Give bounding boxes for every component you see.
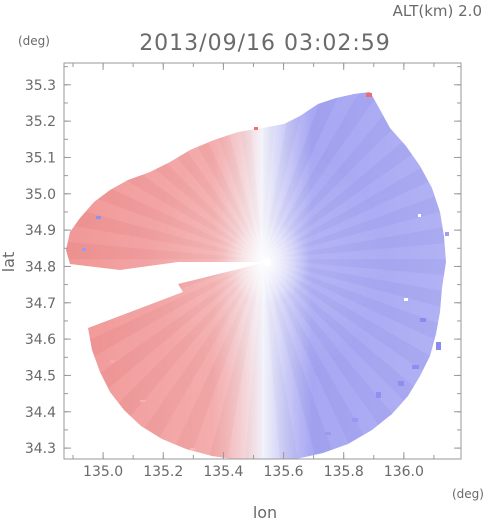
echo-patch — [376, 392, 381, 398]
axis-ticks: 135.0 135.2 135.4 135.6 135.8 136.0 34.3 34.4 34… — [25, 63, 461, 480]
y-tick-label: 34.7 — [25, 296, 56, 312]
x-tick-label: 135.2 — [143, 464, 183, 480]
echo-patch — [96, 216, 101, 219]
y-tick-label: 34.8 — [25, 259, 56, 275]
echo-patch — [110, 360, 115, 363]
y-tick-label: 34.6 — [25, 332, 56, 348]
echo-patch — [82, 248, 86, 251]
plot-frame — [63, 62, 462, 460]
echo-patch — [412, 365, 419, 369]
radar-site-marker — [263, 258, 271, 266]
echo-patch — [398, 381, 404, 386]
echo-patch — [420, 318, 426, 322]
echo-patch — [125, 232, 129, 235]
x-tick-label: 135.8 — [324, 464, 364, 480]
echo-patch — [418, 214, 421, 217]
x-unit-label: (deg) — [452, 487, 484, 501]
echo-patch — [254, 127, 258, 130]
echo-patch — [445, 232, 449, 236]
echo-speckles — [82, 93, 449, 450]
echo-patch — [352, 418, 358, 422]
y-unit-label: (deg) — [18, 34, 50, 48]
y-tick-label: 35.1 — [25, 150, 56, 166]
y-tick-label: 35.3 — [25, 78, 56, 94]
x-axis-title: lon — [253, 503, 277, 521]
x-tick-label: 135.4 — [203, 464, 243, 480]
echo-patch — [190, 448, 195, 450]
y-tick-label: 34.5 — [25, 368, 56, 384]
echo-patch — [404, 298, 408, 301]
y-axis-title: lat — [0, 252, 18, 273]
x-tick-label: 136.0 — [384, 464, 424, 480]
echo-patch — [436, 342, 441, 350]
y-tick-label: 35.0 — [25, 187, 56, 203]
altitude-label: ALT(km) 2.0 — [393, 2, 482, 20]
y-tick-label: 35.2 — [25, 114, 56, 130]
echo-patch — [366, 93, 372, 97]
radar-field — [66, 92, 449, 459]
y-tick-label: 34.3 — [25, 441, 56, 457]
x-tick-label: 135.0 — [83, 464, 123, 480]
chart-title: 2013/09/16 03:02:59 — [139, 31, 391, 56]
echo-patch — [140, 400, 146, 402]
x-tick-label: 135.6 — [264, 464, 304, 480]
y-tick-label: 34.4 — [25, 405, 56, 421]
y-tick-label: 34.9 — [25, 223, 56, 239]
echo-patch — [325, 432, 331, 435]
